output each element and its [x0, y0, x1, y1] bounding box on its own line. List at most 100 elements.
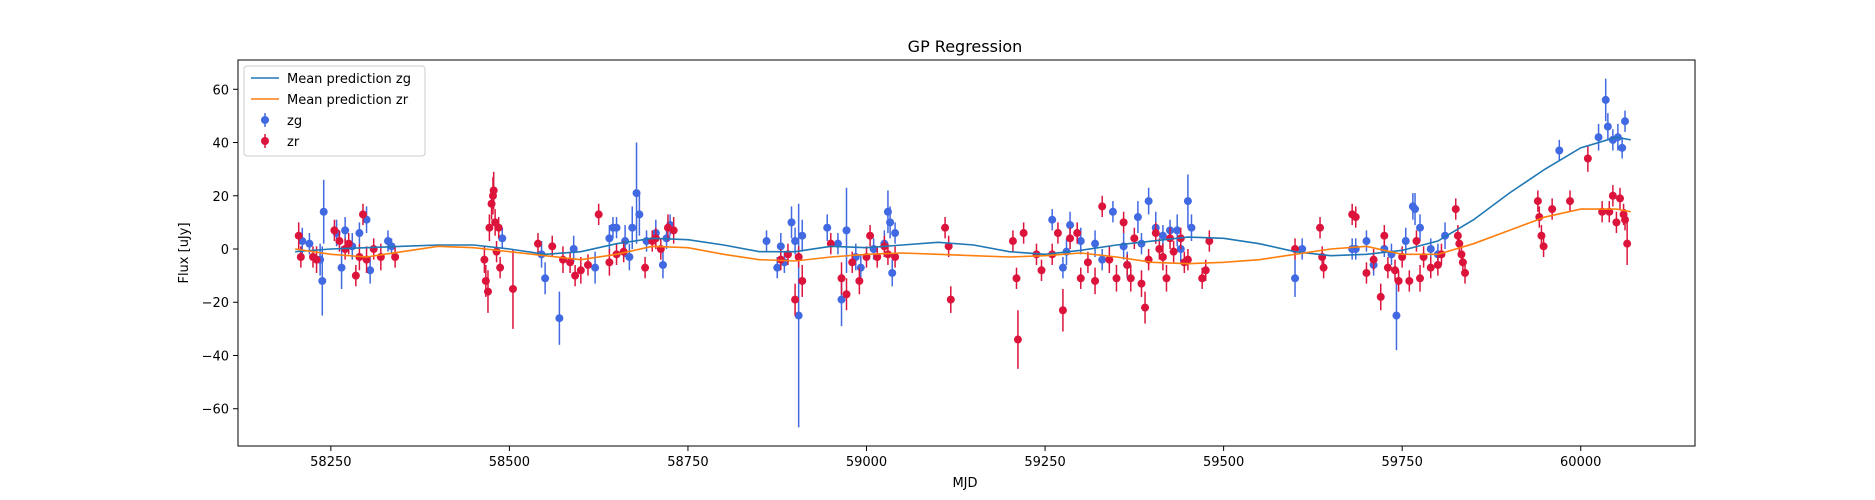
plot-area: [294, 78, 1632, 428]
zr-point: [312, 255, 321, 264]
series-zr: [294, 145, 1632, 369]
zg-point: [773, 263, 782, 272]
zr-point: [944, 242, 953, 251]
legend: Mean prediction zg Mean prediction zr zg zr: [243, 65, 426, 157]
zr-point: [566, 258, 575, 267]
y-tick-label: 60: [212, 83, 229, 98]
zg-point: [341, 226, 350, 235]
zg-point: [791, 237, 800, 246]
zr-point: [494, 223, 503, 232]
zr-point: [1380, 231, 1389, 240]
zr-point: [1612, 218, 1621, 227]
y-tick-label: 20: [212, 190, 229, 205]
zr-point: [946, 295, 955, 304]
zr-point: [1151, 229, 1160, 238]
zg-point: [635, 210, 644, 219]
zg-point: [762, 237, 771, 246]
x-tick-label: 59250: [1024, 455, 1065, 470]
zr-point: [866, 231, 875, 240]
zr-point: [496, 263, 505, 272]
zg-point: [1048, 215, 1057, 224]
zg-point: [776, 242, 785, 251]
zg-point: [891, 229, 900, 238]
legend-entry-label: Mean prediction zr: [287, 93, 409, 108]
zr-point: [1169, 247, 1178, 256]
zg-point: [1392, 311, 1401, 320]
zr-point: [1548, 205, 1557, 214]
zr-point: [1426, 263, 1435, 272]
zr-point: [1158, 252, 1167, 261]
zg-point: [1362, 237, 1371, 246]
zg-point: [305, 239, 314, 248]
zr-point: [1394, 276, 1403, 285]
zr-point: [1053, 229, 1062, 238]
zr-point: [485, 223, 494, 232]
y-tick-label: −20: [202, 296, 229, 311]
zr-point: [1376, 292, 1385, 301]
zg-point: [1173, 226, 1182, 235]
zg-point: [318, 276, 327, 285]
zr-point: [1351, 213, 1360, 222]
zr-point: [1137, 279, 1146, 288]
zg-point: [658, 260, 667, 269]
zg-point: [1555, 146, 1564, 155]
zr-point: [1319, 263, 1328, 272]
zr-point: [1583, 154, 1592, 163]
y-axis-label: Flux [uJy]: [177, 222, 192, 283]
zr-point: [837, 274, 846, 283]
zg-point: [794, 311, 803, 320]
zr-point: [1201, 266, 1210, 275]
chart-title: GP Regression: [908, 37, 1023, 56]
zr-point: [1091, 276, 1100, 285]
zr-point: [641, 263, 650, 272]
zg-point: [319, 207, 328, 216]
zg-point: [1298, 245, 1307, 254]
zg-point: [498, 234, 507, 243]
y-tick-label: −60: [202, 403, 229, 418]
zr-point: [1316, 223, 1325, 232]
zr-point: [1458, 258, 1467, 267]
zg-point: [1158, 231, 1167, 240]
zg-point: [1183, 197, 1192, 206]
zr-point: [1539, 242, 1548, 251]
zr-point: [594, 210, 603, 219]
legend-marker-swatch: [261, 116, 269, 124]
zg-point: [555, 314, 564, 323]
zr-point: [1369, 255, 1378, 264]
zr-point: [1066, 234, 1075, 243]
zr-point: [848, 258, 857, 267]
zr-point: [1566, 197, 1575, 206]
zr-point: [1141, 303, 1150, 312]
zr-point: [571, 271, 580, 280]
zg-point: [842, 226, 851, 235]
zr-point: [1621, 215, 1630, 224]
zr-point: [1537, 231, 1546, 240]
zr-point: [1013, 335, 1022, 344]
zg-point: [1401, 237, 1410, 246]
x-tick-label: 58500: [489, 455, 530, 470]
zg-point: [886, 218, 895, 227]
zr-point: [481, 276, 490, 285]
zg-point: [366, 266, 375, 275]
zg-point: [1098, 255, 1107, 264]
zg-point: [1621, 117, 1630, 126]
x-tick-label: 59750: [1381, 455, 1422, 470]
zg-point: [337, 263, 346, 272]
zr-point: [335, 237, 344, 246]
zr-point: [855, 276, 864, 285]
zr-point: [391, 252, 400, 261]
zg-point: [787, 218, 796, 227]
zg-point: [837, 295, 846, 304]
zr-point: [1616, 194, 1625, 203]
line-mean-prediction-zr: [295, 208, 1631, 265]
zg-point: [591, 263, 600, 272]
x-tick-label: 58750: [667, 455, 708, 470]
zr-point: [669, 226, 678, 235]
zr-point: [891, 252, 900, 261]
zr-point: [1461, 268, 1470, 277]
zr-point: [548, 242, 557, 251]
zg-point: [1066, 221, 1075, 230]
zr-point: [296, 252, 305, 261]
zr-point: [362, 255, 371, 264]
zg-point: [1603, 122, 1612, 131]
